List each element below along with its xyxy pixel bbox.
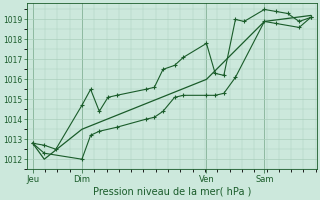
X-axis label: Pression niveau de la mer( hPa ): Pression niveau de la mer( hPa ) bbox=[92, 187, 251, 197]
